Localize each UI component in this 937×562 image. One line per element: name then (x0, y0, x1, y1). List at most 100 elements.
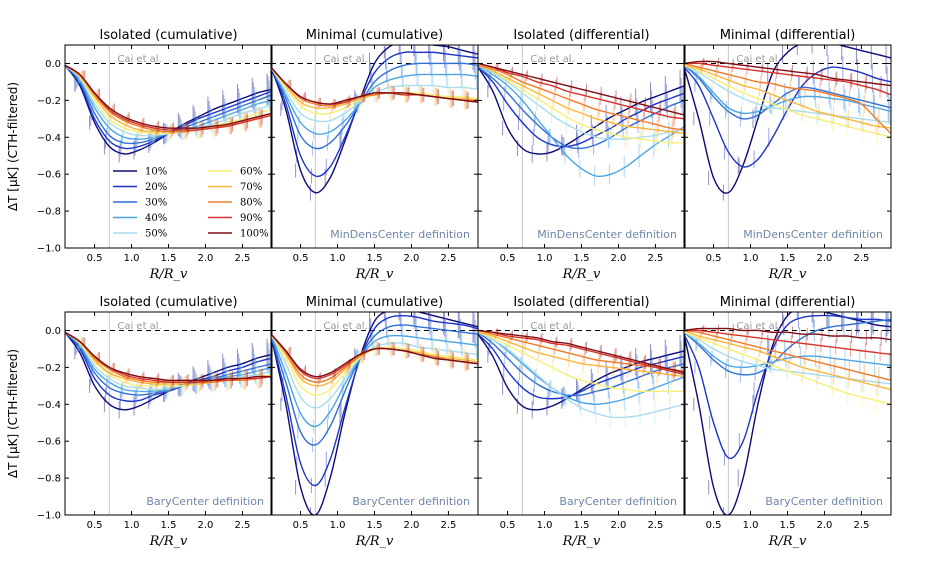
y-tick-label: −0.8 (37, 474, 61, 485)
x-tick-label: 2.5 (853, 520, 869, 531)
plot-area (271, 45, 478, 248)
series-line (684, 45, 891, 194)
series-line (684, 312, 891, 515)
reference-label: Cai et al. (736, 321, 780, 332)
series-line (478, 64, 685, 144)
legend: 10% 20% 30% 40% 50% 60% 70% 80% 90% 100% (113, 167, 269, 240)
series-40pct (478, 64, 685, 186)
definition-label: BaryCenter definition (146, 495, 264, 508)
series-line (478, 64, 685, 178)
x-tick-label: 1.5 (367, 253, 383, 264)
definition-label: BaryCenter definition (765, 495, 883, 508)
y-tick-label: −0.8 (37, 207, 61, 218)
x-axis-label: R/R_v (355, 534, 394, 549)
series-line (684, 329, 891, 381)
series-line (684, 60, 891, 87)
x-tick-label: 2.0 (198, 253, 214, 264)
reference-label: Cai et al. (323, 321, 367, 332)
legend-label: 50% (145, 229, 167, 240)
series-line (478, 64, 685, 135)
series-40pct (271, 61, 478, 141)
panel-2-3: Isolated (differential) Cai et al. 0.5 1.0 1… (477, 295, 686, 549)
legend-label: 20% (145, 182, 167, 193)
series-line (271, 51, 478, 178)
x-tick-label: 1.0 (537, 253, 553, 264)
y-tick-label: −0.6 (37, 437, 61, 448)
series-line (684, 331, 891, 369)
x-tick-label: 0.5 (706, 520, 722, 531)
series-line (684, 318, 891, 376)
series-40pct (478, 331, 685, 414)
panel-1-3: Isolated (differential) Cai et al. 0.5 1.0 1… (477, 28, 686, 282)
series-line (478, 331, 685, 393)
x-tick-label: 0.5 (87, 520, 103, 531)
series-20pct (684, 312, 891, 466)
y-tick-label: −0.2 (37, 363, 61, 374)
y-tick-label: 0.0 (45, 326, 61, 337)
series-20pct (271, 45, 478, 184)
x-axis-label: R/R_v (768, 267, 807, 282)
series-line (271, 314, 478, 487)
legend-label: 70% (240, 182, 262, 193)
series-line (478, 66, 685, 155)
panel-title: Minimal (cumulative) (306, 28, 443, 43)
series-50pct (478, 64, 685, 150)
panel-frame (64, 311, 273, 516)
series-70pct (478, 331, 685, 386)
series-40pct (65, 331, 272, 400)
x-tick-label: 2.5 (234, 253, 250, 264)
panel-1-4: Minimal (differential) Cai et al. 0.5 1.0 1.… (683, 28, 892, 282)
plot-area (478, 45, 685, 248)
panel-2-2: Minimal (cumulative) Cai et al. 0.5 1.0 1.5 2… (270, 295, 479, 549)
legend-label: 60% (240, 167, 262, 178)
series-80pct (684, 62, 891, 135)
series-90pct (684, 59, 891, 98)
x-tick-label: 0.5 (706, 253, 722, 264)
x-axis-label: R/R_v (149, 534, 188, 549)
x-tick-label: 2.5 (853, 253, 869, 264)
reference-label: Cai et al. (117, 321, 161, 332)
y-tick-label: −0.4 (37, 133, 61, 144)
x-tick-label: 1.5 (574, 253, 590, 264)
x-tick-label: 2.0 (404, 520, 420, 531)
series-100pct (684, 57, 891, 92)
x-tick-label: 2.5 (647, 520, 663, 531)
series-30pct (684, 312, 891, 383)
y-tick-label: −1.0 (37, 244, 61, 255)
series-line (684, 329, 891, 356)
series-line (478, 331, 685, 419)
panel-title: Isolated (differential) (513, 295, 649, 310)
panel-2-1: Isolated (cumulative) Cai et al. 0.5 1.0 1.5… (37, 295, 273, 549)
series-30pct (271, 49, 478, 156)
panel-title: Isolated (cumulative) (99, 28, 237, 43)
x-tick-label: 2.0 (817, 253, 833, 264)
series-line (65, 64, 272, 135)
series-line (271, 66, 478, 105)
x-tick-label: 0.5 (87, 253, 103, 264)
plot-area (271, 312, 478, 515)
x-tick-label: 1.0 (330, 253, 346, 264)
series-line (65, 331, 272, 402)
series-line (478, 66, 685, 150)
reference-label: Cai et al. (323, 54, 367, 65)
legend-label: 10% (145, 167, 167, 178)
x-tick-label: 0.5 (500, 253, 516, 264)
series-line (684, 64, 891, 138)
series-10pct (478, 333, 685, 419)
series-line (684, 329, 891, 391)
panel-1-1: Isolated (cumulative) Cai et al. 0.5 1.0 1.5… (37, 28, 273, 282)
series-line (478, 331, 685, 378)
series-line (478, 329, 685, 376)
x-tick-label: 2.0 (404, 253, 420, 264)
series-line (684, 64, 891, 129)
series-line (478, 333, 685, 411)
legend-label: 40% (145, 213, 167, 224)
plot-area (684, 312, 891, 515)
series-line (271, 333, 478, 428)
reference-label: Cai et al. (530, 321, 574, 332)
x-tick-label: 2.5 (440, 253, 456, 264)
panel-1-2: Minimal (cumulative) Cai et al. 0.5 1.0 1.5 2… (270, 28, 479, 282)
series-line (478, 331, 685, 405)
legend-label: 100% (240, 229, 269, 240)
panel-2-4: Minimal (differential) Cai et al. 0.5 1.0 1.… (683, 295, 892, 549)
